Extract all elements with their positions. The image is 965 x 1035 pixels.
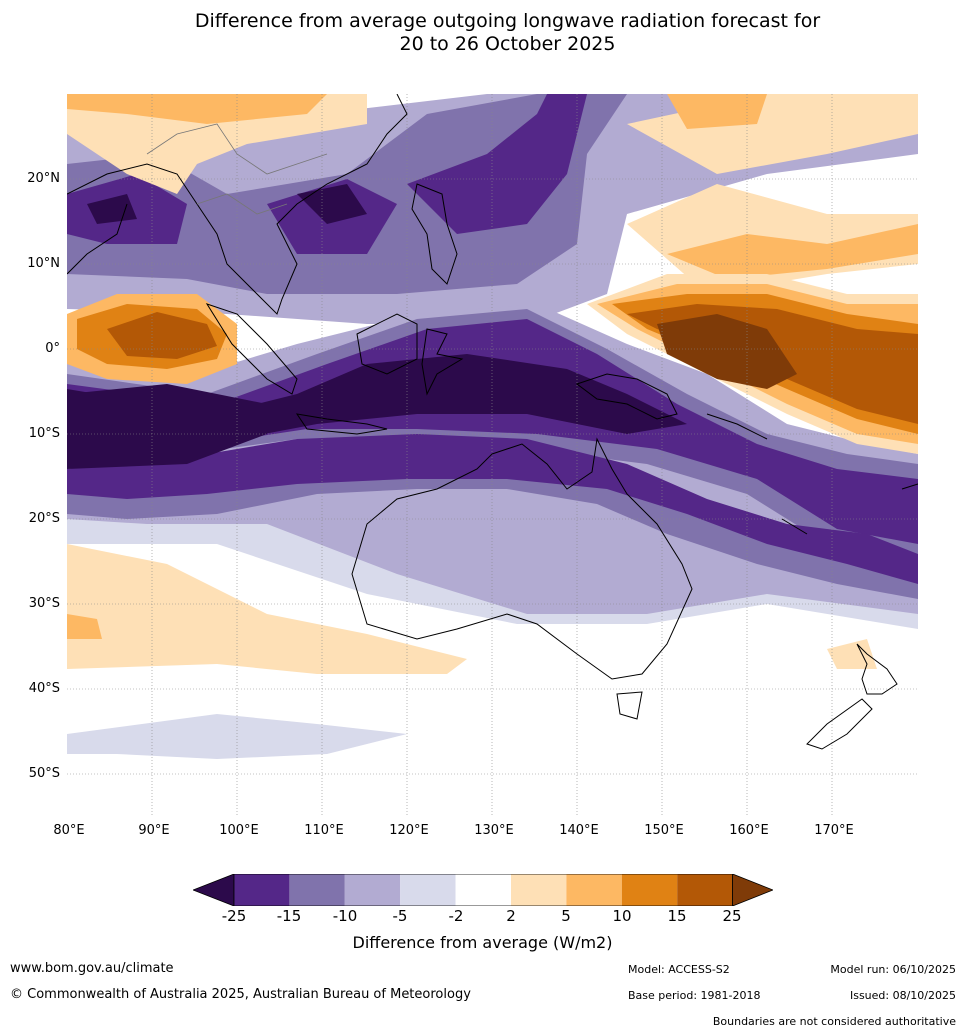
colorbar-extend-low — [193, 874, 235, 906]
contour-neg25-north — [87, 184, 367, 224]
colorbar-segment-7 — [566, 874, 622, 906]
graticule — [67, 94, 918, 817]
colorbar-extend-high — [732, 874, 773, 906]
contour-pos2-south — [67, 544, 877, 674]
colorbar-tick-pos5: 5 — [561, 907, 571, 925]
lat-label-30s: 30°S — [28, 596, 60, 611]
contour-neg10-south — [67, 464, 918, 614]
footer-model-run: Model run: 06/10/2025 — [830, 963, 956, 976]
lat-label-40s: 40°S — [28, 681, 60, 696]
lat-label-10n: 10°N — [27, 256, 60, 271]
coastline-solomon — [706, 413, 768, 440]
coastline-sulawesi — [421, 328, 464, 396]
contour-pos25-pacific — [657, 314, 797, 389]
colorbar-segment-9 — [677, 874, 733, 906]
contour-pos2-north — [67, 94, 918, 294]
lon-label-160e: 160°E — [729, 823, 769, 838]
lon-label-80e: 80°E — [53, 823, 85, 838]
lon-label-130e: 130°E — [474, 823, 514, 838]
footer-base-period: Base period: 1981-2018 — [628, 989, 761, 1002]
colorbar-tick-neg5: -5 — [392, 907, 408, 925]
contour-neg25-south — [67, 384, 267, 469]
coastline-new-caledonia — [781, 518, 808, 535]
colorbar-tick-pos2: 2 — [506, 907, 516, 925]
title-line-1: Difference from average outgoing longwav… — [194, 10, 821, 32]
anomaly-map — [67, 94, 918, 817]
footer-disclaimer: Boundaries are not considered authoritat… — [712, 1015, 956, 1028]
title-line-2: 20 to 26 October 2025 — [399, 33, 616, 55]
coastline-australia — [351, 437, 693, 680]
lon-label-140e: 140°E — [559, 823, 599, 838]
colorbar-segment-2 — [289, 874, 345, 906]
lat-label-0: 0° — [45, 341, 60, 356]
colorbar-tick-neg2: -2 — [448, 907, 464, 925]
contour-pos15-indian — [107, 312, 217, 359]
colorbar-tick-pos25: 25 — [722, 907, 742, 925]
borders — [146, 123, 328, 215]
contour-neg15-equator — [67, 319, 918, 544]
colorbar-segment-6 — [511, 874, 567, 906]
lat-label-20n: 20°N — [27, 171, 60, 186]
colorbar-tick-neg15: -15 — [276, 907, 302, 925]
lat-label-20s: 20°S — [28, 511, 60, 526]
lon-label-110e: 110°E — [304, 823, 344, 838]
coastline-sumatra — [205, 303, 298, 395]
colorbar-segment-8 — [621, 874, 678, 906]
coastlines — [67, 94, 918, 750]
colorbar-segment-1 — [234, 874, 290, 906]
colorbar-segment-3 — [344, 874, 401, 906]
colorbar-title: Difference from average (W/m2) — [352, 933, 613, 952]
coastline-fiji — [901, 483, 918, 490]
coastline-new-zealand-south — [806, 698, 873, 750]
colorbar-segment-4 — [400, 874, 456, 906]
lon-label-100e: 100°E — [219, 823, 259, 838]
contour-pos5-south — [67, 614, 102, 639]
map-title: Difference from average outgoing longwav… — [0, 10, 965, 56]
lat-label-50s: 50°S — [28, 766, 60, 781]
colorbar-tick-neg10: -10 — [332, 907, 358, 925]
coastline-india-east — [67, 203, 128, 275]
lat-label-10s: 10°S — [28, 426, 60, 441]
coastline-new-guinea — [575, 373, 678, 420]
contour-neg15-north — [67, 94, 587, 254]
coastline-java — [295, 413, 388, 435]
lon-label-90e: 90°E — [138, 823, 170, 838]
coastline-borneo — [356, 313, 418, 375]
footer-issued: Issued: 08/10/2025 — [849, 989, 956, 1002]
colorbar — [193, 874, 773, 906]
coastline-philippines — [411, 183, 458, 285]
lon-label-150e: 150°E — [644, 823, 684, 838]
colorbar-segment-5 — [455, 874, 511, 906]
colorbar-tick-neg25: -25 — [221, 907, 247, 925]
lon-label-120e: 120°E — [389, 823, 429, 838]
colorbar-tick-pos15: 15 — [667, 907, 687, 925]
footer-model: Model: ACCESS-S2 — [628, 963, 730, 976]
coastline-tasmania — [616, 691, 643, 720]
footer-copyright: © Commonwealth of Australia 2025, Austra… — [10, 987, 471, 1002]
contour-neg20-south — [67, 434, 918, 584]
lon-label-170e: 170°E — [814, 823, 854, 838]
colorbar-tick-pos10: 10 — [612, 907, 632, 925]
coastline-new-zealand-north — [856, 643, 898, 695]
coastline-mainland-asia — [67, 94, 408, 315]
footer-website: www.bom.gov.au/climate — [10, 961, 174, 976]
